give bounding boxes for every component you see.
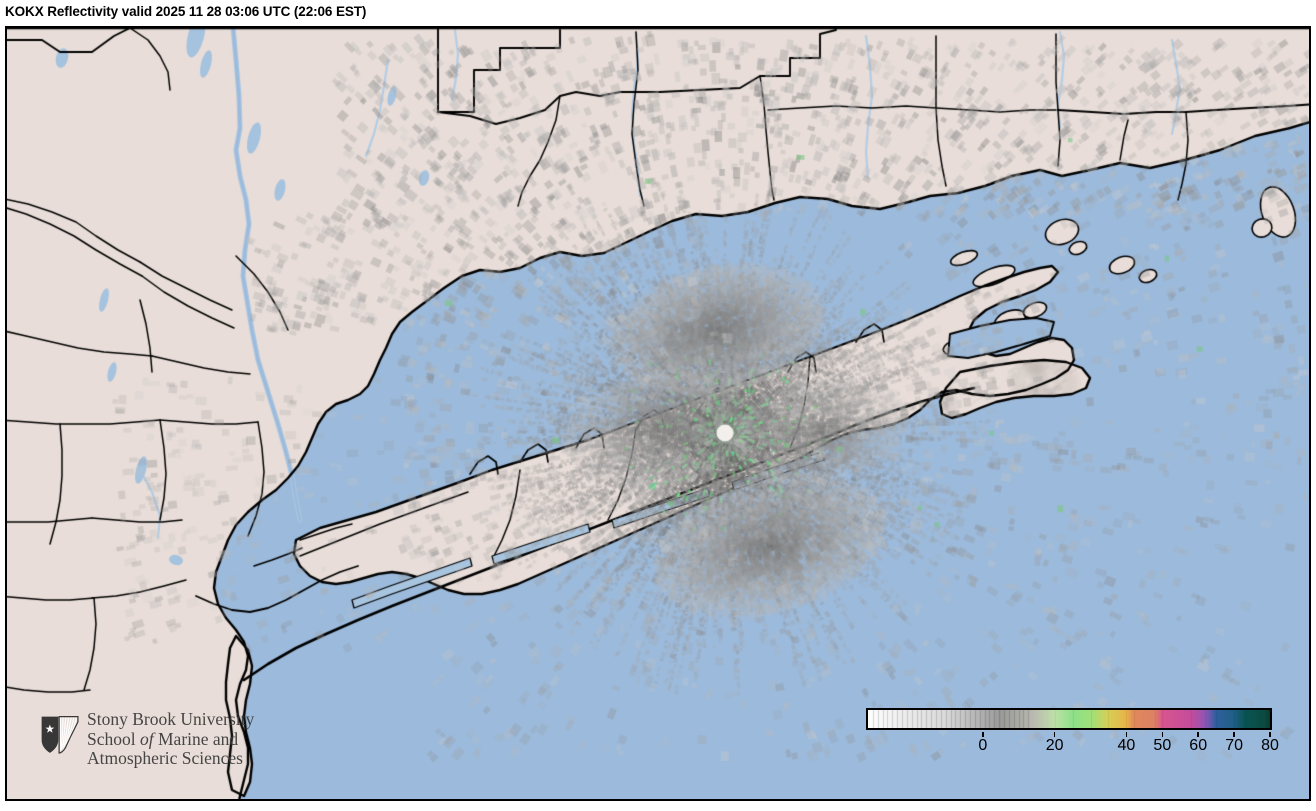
radar-map-canvas[interactable] — [7, 28, 1309, 799]
colorbar-tickmark — [1269, 732, 1271, 737]
page-title: KOKX Reflectivity valid 2025 11 28 03:06… — [5, 4, 367, 19]
colorbar-gradient-canvas — [868, 710, 1270, 728]
logo-line-2c: Marine and — [153, 728, 239, 749]
colorbar-tick-label: 60 — [1189, 737, 1208, 754]
colorbar-tick-label: 80 — [1261, 737, 1279, 754]
colorbar-tickmark — [982, 732, 984, 737]
logo-line-2a: School — [87, 728, 140, 749]
map-frame[interactable] — [5, 26, 1311, 801]
logo-line-1: Stony Brook University — [87, 709, 255, 729]
colorbar-gradient — [866, 708, 1272, 730]
colorbar-tick-label: 50 — [1153, 737, 1172, 754]
colorbar-tick-label: 20 — [1045, 737, 1064, 754]
logo-line-2b: of — [140, 728, 154, 749]
colorbar-tick-label: 0 — [978, 737, 988, 754]
sbu-shield-icon — [41, 716, 79, 754]
colorbar-tick-label: 40 — [1117, 737, 1136, 754]
colorbar-tickmark — [1197, 732, 1199, 737]
logo-line-2: School of Marine and — [87, 728, 254, 750]
sbu-logo-text: Stony Brook University School of Marine … — [87, 709, 255, 769]
colorbar-tickmark — [1125, 732, 1128, 737]
colorbar: 0 20 40 50 60 70 80 — [866, 708, 1281, 768]
colorbar-tick-label: 70 — [1225, 737, 1243, 754]
logo-line-3: Atmospheric Sciences — [87, 748, 243, 768]
colorbar-tickmark — [1233, 732, 1235, 737]
colorbar-tickmark — [1161, 732, 1164, 737]
colorbar-ticks: 0 20 40 50 60 70 80 — [866, 732, 1279, 756]
colorbar-tickmark — [1053, 732, 1056, 737]
stony-brook-somas-logo: Stony Brook University School of Marine … — [39, 709, 255, 769]
